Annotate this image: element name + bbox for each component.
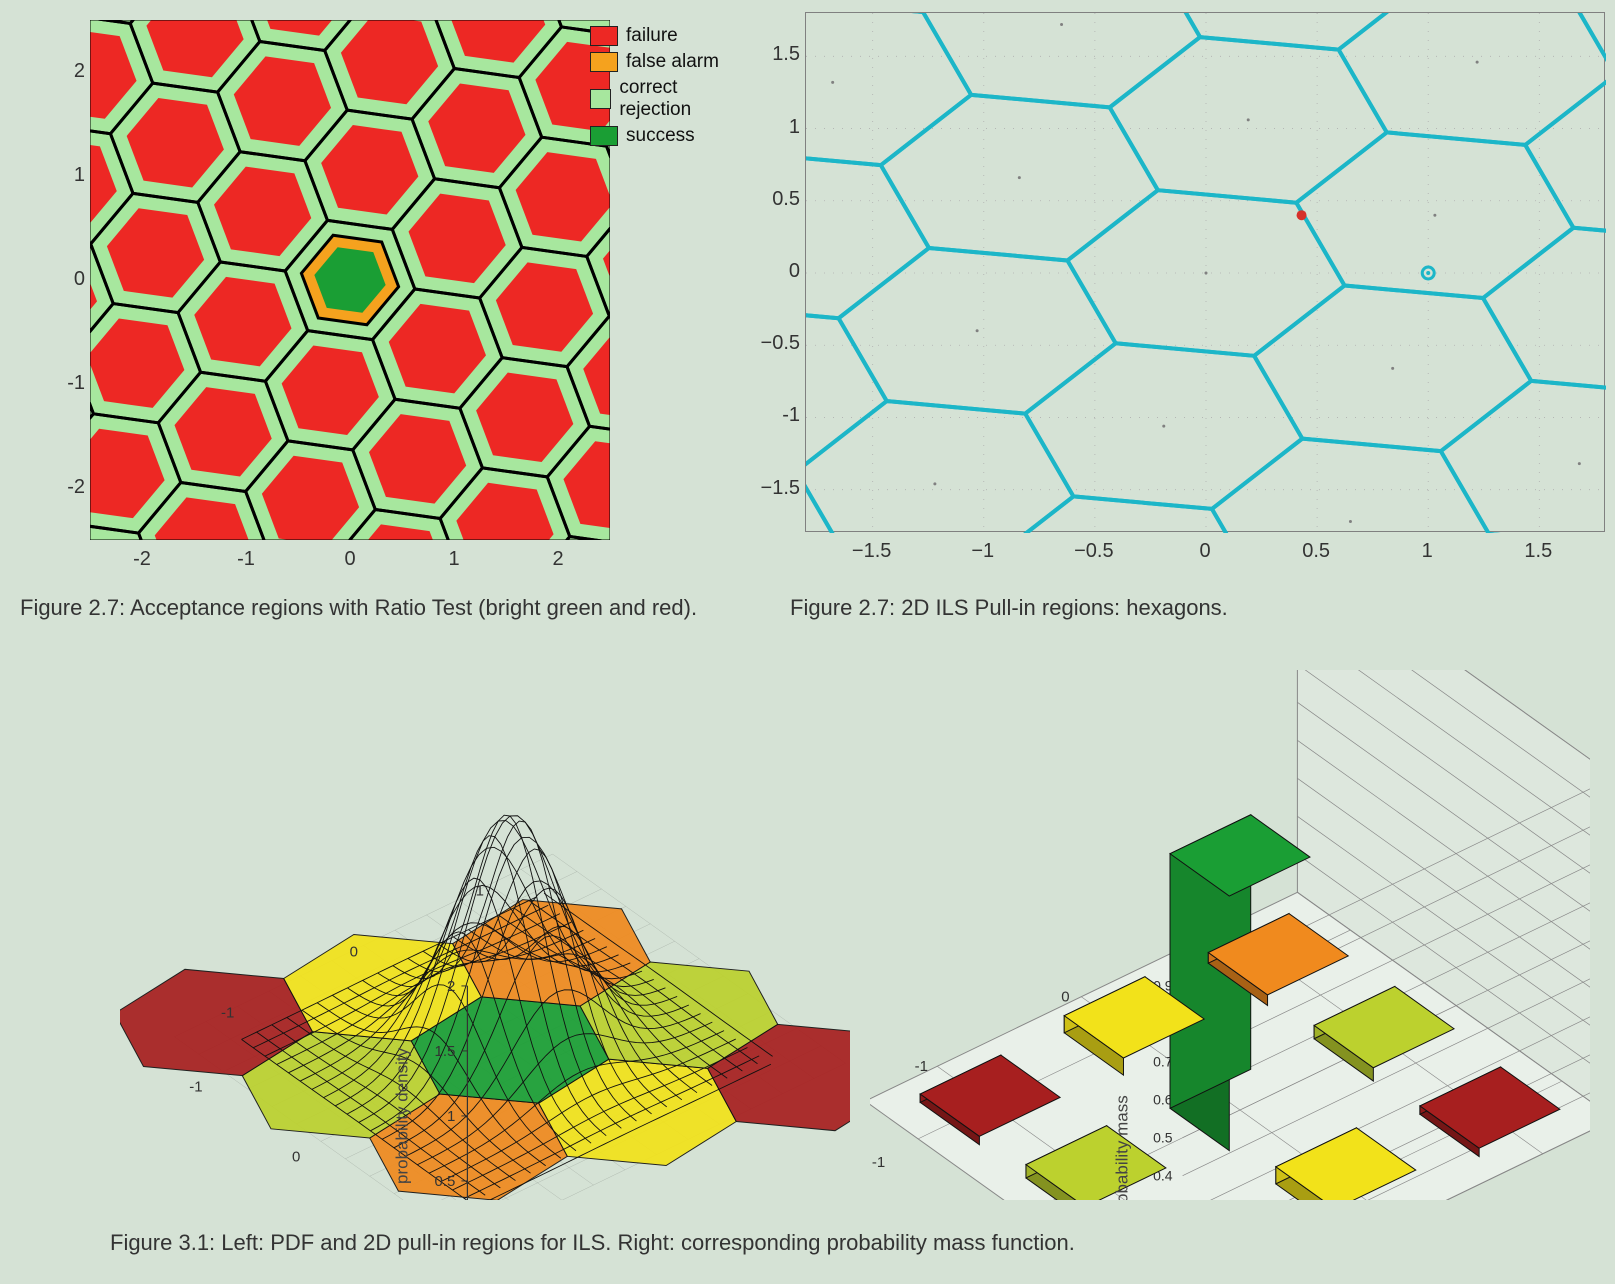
tick-label: 1 [750, 116, 800, 139]
tick-label: 0 [330, 548, 370, 571]
svg-text:-1: -1 [872, 1154, 885, 1171]
legend-label: false alarm [626, 51, 719, 73]
hex-plot-area [90, 20, 610, 540]
tick-label: 0 [750, 260, 800, 283]
tick-label: 0 [50, 268, 85, 291]
tick-label: 1.5 [750, 43, 800, 66]
tick-label: 0.5 [750, 188, 800, 211]
legend-swatch [590, 26, 618, 46]
svg-text:-1: -1 [221, 1004, 234, 1021]
tick-label: 0.5 [1291, 540, 1341, 563]
tick-label: -1 [226, 548, 266, 571]
tick-label: -1 [50, 372, 85, 395]
legend-item: failure [590, 25, 720, 47]
tick-label: −1.5 [847, 540, 897, 563]
tick-label: 2 [50, 60, 85, 83]
hex-legend: failure false alarm correct rejection succe… [590, 25, 720, 151]
svg-text:2: 2 [447, 978, 455, 995]
z-axis-label: probability density [392, 1047, 411, 1184]
voronoi-panel: −1.5 -1 −0.5 0 0.5 1 1.5 −1.5 −1 −0.5 0 0.5 1 1.5 [745, 0, 1615, 640]
legend-swatch [590, 89, 611, 109]
tick-label: −0.5 [1069, 540, 1119, 563]
tick-label: 0 [1180, 540, 1230, 563]
tick-label: 1 [434, 548, 474, 571]
tick-label: 1.5 [1513, 540, 1563, 563]
tick-label: −0.5 [750, 332, 800, 355]
svg-text:0: 0 [350, 943, 358, 960]
tick-label: −1 [958, 540, 1008, 563]
svg-text:0.5: 0.5 [435, 1173, 456, 1190]
svg-text:1: 1 [447, 1108, 455, 1125]
legend-item: false alarm [590, 51, 720, 73]
pmf3d-panel: 00.10.20.30.40.50.60.70.80.9-101-101prob… [870, 670, 1590, 1200]
legend-label: success [626, 125, 695, 147]
tick-label: -2 [122, 548, 162, 571]
svg-text:0: 0 [292, 1148, 300, 1165]
hex-plot-panel: -2 -1 0 1 2 -2 -1 0 1 2 failure false alarm correc… [0, 0, 720, 660]
tick-label: 1 [50, 164, 85, 187]
legend-label: correct rejection [619, 77, 720, 121]
z-axis-label: probability mass [1113, 1095, 1132, 1200]
hex-caption: Figure 2.7: Acceptance regions with Rati… [20, 595, 697, 621]
svg-text:1: 1 [476, 883, 484, 900]
legend-label: failure [626, 25, 678, 47]
voronoi-area [805, 12, 1605, 532]
legend-swatch [590, 126, 618, 146]
tick-label: -2 [50, 476, 85, 499]
svg-text:0: 0 [1061, 988, 1069, 1005]
tick-label: -1 [750, 404, 800, 427]
legend-swatch [590, 52, 618, 72]
tick-label: 1 [1402, 540, 1452, 563]
svg-text:-1: -1 [189, 1079, 202, 1096]
tick-label: −1.5 [750, 477, 800, 500]
legend-item: correct rejection [590, 77, 720, 121]
legend-item: success [590, 125, 720, 147]
bottom-caption: Figure 3.1: Left: PDF and 2D pull-in reg… [110, 1230, 1075, 1256]
svg-text:1.5: 1.5 [435, 1043, 456, 1060]
voronoi-caption: Figure 2.7: 2D ILS Pull-in regions: hexa… [790, 595, 1228, 621]
pdf3d-panel: 00.511.52-101-101probability density [120, 670, 850, 1200]
svg-text:-1: -1 [915, 1058, 928, 1075]
tick-label: 2 [538, 548, 578, 571]
svg-text:0.5: 0.5 [1153, 1130, 1173, 1146]
